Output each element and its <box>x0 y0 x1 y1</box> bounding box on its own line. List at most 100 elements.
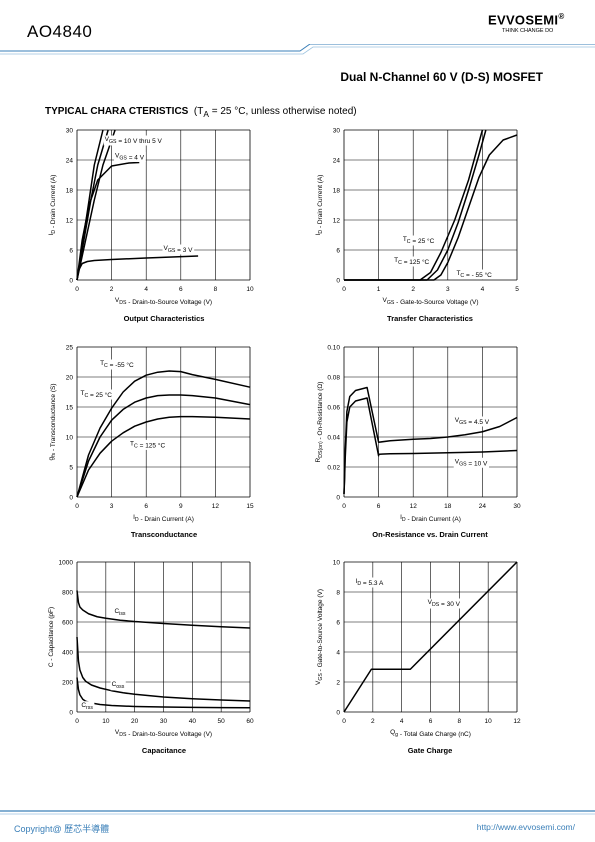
y-tick-label: 25 <box>66 344 74 351</box>
footer-copyright: Copyright@ 歷芯半導體 <box>14 824 110 834</box>
annotation-halo <box>162 244 195 255</box>
series-line-3 <box>76 677 251 709</box>
annotation-label-3: VGS = 3 V <box>164 245 194 254</box>
brand-name: EVVOSEMI <box>488 12 559 28</box>
x-tick-label: 0 <box>342 718 346 725</box>
x-tick-label: 4 <box>144 286 148 293</box>
footer-rule <box>0 810 595 815</box>
x-tick-label: 1 <box>377 286 381 293</box>
caption-gfs: Transconductance <box>130 530 198 539</box>
x-tick-label: 40 <box>189 718 197 725</box>
brand-tagline: THINK CHANGE DO <box>502 28 554 34</box>
x-tick-label: 5 <box>515 286 519 293</box>
y-tick-label: 200 <box>62 679 73 686</box>
header-rule <box>0 44 595 55</box>
annotation-halo <box>129 439 167 450</box>
annotation-label-2: TC = 25 °C <box>80 390 112 399</box>
annotation-halo <box>99 359 136 370</box>
y-tick-label: 0 <box>336 494 340 501</box>
annotation-label-2: VGS = 10 V <box>455 458 488 467</box>
annotation-label-1: TC = -55 °C <box>100 360 134 369</box>
y-tick-label: 400 <box>62 649 73 656</box>
x-tick-label: 2 <box>411 286 415 293</box>
x-tick-label: 6 <box>377 503 381 510</box>
y-tick-label: 0.06 <box>327 404 340 411</box>
y-tick-label: 10 <box>66 434 74 441</box>
chart-rdson: 0 6 12 18 24 30 0 0.02 0.04 0.06 0.08 0.10 VGS = 4.5… <box>315 344 521 523</box>
y-axis-label: C - Capacitance (pF) <box>48 607 55 667</box>
x-tick-label: 8 <box>214 286 218 293</box>
series-line-2 <box>344 129 487 281</box>
caption-output: Output Characteristics <box>123 314 205 323</box>
x-tick-label: 0 <box>75 286 79 293</box>
series-line-1 <box>76 590 251 629</box>
annotation-halo <box>453 457 490 468</box>
y-tick-label: 5 <box>69 464 73 471</box>
caption-cap: Capacitance <box>141 746 187 755</box>
caption-gate: Gate Charge <box>407 746 453 755</box>
series-line-3 <box>76 415 251 498</box>
x-tick-label: 4 <box>400 718 404 725</box>
y-tick-label: 18 <box>333 187 341 194</box>
annotation-halo <box>114 152 146 162</box>
annotation-label-3: Crss <box>81 702 93 711</box>
x-tick-label: 0 <box>342 503 346 510</box>
annotation-halo <box>354 577 385 588</box>
annotation-halo <box>103 135 164 146</box>
registered-mark: ® <box>558 12 565 21</box>
part-number: AO4840 <box>27 22 93 41</box>
x-tick-label: 3 <box>446 286 450 293</box>
x-tick-label: 10 <box>102 718 110 725</box>
footer-url-link[interactable]: http://www.evvosemi.com/ <box>476 822 575 832</box>
series-line-1 <box>344 134 518 281</box>
x-tick-label: 6 <box>144 503 148 510</box>
annotation-label-2: Coss <box>112 681 125 690</box>
annotation-label-2: TC = 125 °C <box>394 257 429 266</box>
y-tick-label: 6 <box>69 247 73 254</box>
section-label: TYPICAL CHARA CTERISTICS <box>45 106 189 117</box>
y-axis-label: ID - Drain Current (A) <box>315 175 324 236</box>
y-axis-label: VGS - Gate-to-Source Voltage (V) <box>315 589 324 685</box>
x-tick-label: 6 <box>179 286 183 293</box>
x-tick-label: 12 <box>212 503 220 510</box>
x-tick-label: 6 <box>429 718 433 725</box>
y-tick-label: 0 <box>69 277 73 284</box>
series-line-5 <box>76 255 199 281</box>
x-tick-label: 60 <box>246 718 254 725</box>
y-tick-label: 6 <box>336 619 340 626</box>
x-tick-label: 20 <box>131 718 139 725</box>
annotation-halo <box>79 389 114 400</box>
annotation-label-1: Ciss <box>114 608 125 617</box>
x-tick-label: 10 <box>485 718 493 725</box>
x-axis-label: VDS - Drain-to-Source Voltage (V) <box>115 297 212 306</box>
y-tick-label: 24 <box>66 157 74 164</box>
y-tick-label: 24 <box>333 157 341 164</box>
y-tick-label: 0 <box>69 709 73 716</box>
x-tick-label: 12 <box>513 718 521 725</box>
section-condition-rest: = 25 °C, unless otherwise noted) <box>208 106 357 117</box>
y-tick-label: 18 <box>66 187 74 194</box>
annotation-label-3: TC = - 55 °C <box>456 270 492 279</box>
annotation-halo <box>113 607 127 618</box>
annotation-halo <box>110 680 126 691</box>
series-line-1 <box>76 370 251 498</box>
y-tick-label: 0.02 <box>327 464 340 471</box>
x-tick-label: 9 <box>179 503 183 510</box>
series-line-1 <box>343 561 518 713</box>
annotation-label-3: TC = 125 °C <box>130 440 165 449</box>
series-line-3 <box>344 129 484 281</box>
caption-transfer: Transfer Characteristics <box>387 314 473 323</box>
y-tick-label: 30 <box>66 127 74 134</box>
y-tick-label: 1000 <box>59 559 74 566</box>
x-tick-label: 2 <box>371 718 375 725</box>
x-tick-label: 12 <box>410 503 418 510</box>
x-tick-label: 15 <box>246 503 254 510</box>
y-tick-label: 10 <box>333 559 341 566</box>
y-tick-label: 30 <box>333 127 341 134</box>
y-tick-label: 0 <box>69 494 73 501</box>
x-tick-label: 30 <box>513 503 521 510</box>
y-tick-label: 800 <box>62 589 73 596</box>
y-tick-label: 12 <box>66 217 74 224</box>
